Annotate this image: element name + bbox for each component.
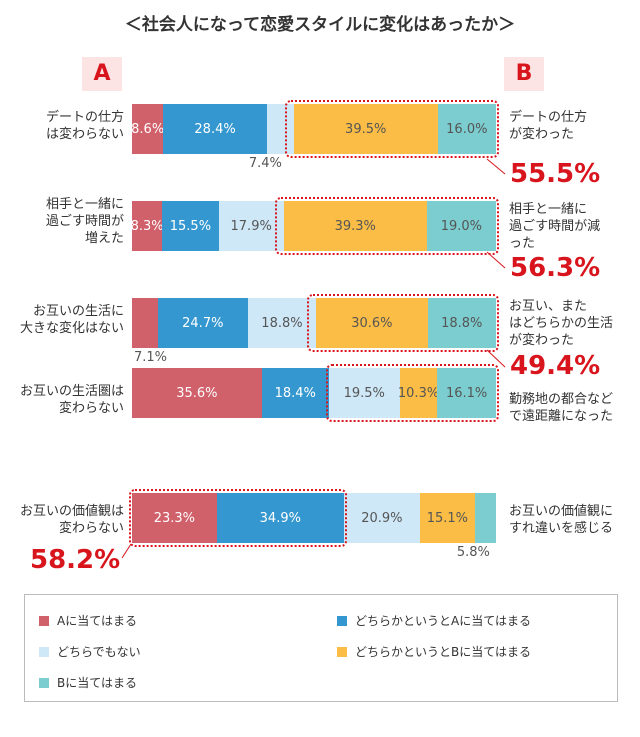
legend-label-a: Aに当てはまる (57, 614, 137, 628)
bar-row-3: 24.7% 18.8% 30.6% 18.8% (132, 298, 496, 348)
chart-title: ＜社会人になって恋愛スタイルに変化はあったか＞ (124, 15, 516, 35)
bar-segment-leaning-a-5: 34.9% (216, 493, 344, 543)
value-label-a-4: 35.6% (176, 385, 218, 401)
row-label-b-5: お互いの価値観に すれ違いを感じる (509, 504, 614, 536)
value-label-leaning-a-4: 18.4% (274, 385, 316, 401)
bar-row-1: 8.6% 28.4% 39.5% 16.0% (131, 104, 496, 154)
highlight-box-5 (129, 489, 347, 547)
highlight-total-5: 58.2% (30, 545, 121, 575)
bar-segment-leaning-a-2: 15.5% (162, 201, 219, 251)
legend-item-neither: どちらでもない (39, 643, 141, 660)
legend-item-b: Bに当てはまる (39, 674, 137, 691)
legend-label-neither: どちらでもない (57, 645, 141, 659)
bar-segment-a-5: 23.3% (132, 493, 217, 543)
bar-segment-b-3: 18.8% (427, 298, 496, 348)
bar-segment-leaning-b-3: 30.6% (316, 298, 428, 348)
value-label-b-4: 16.1% (445, 385, 488, 401)
row-label-a-3: お互いの生活に 大きな変化はない (19, 304, 124, 336)
legend-swatch-a (39, 615, 49, 626)
callout-line-5 (121, 543, 132, 559)
legend-swatch-b (39, 677, 49, 688)
highlight-total-3: 49.4% (510, 351, 601, 381)
value-label-neither-4: 19.5% (343, 385, 385, 401)
value-label-neither-1: 7.4% (248, 156, 282, 171)
value-label-b-5: 5.8% (456, 545, 490, 560)
callout-line-1 (486, 158, 506, 175)
value-label-b-2: 19.0% (440, 218, 483, 234)
legend-swatch-leaning-a (337, 615, 347, 626)
value-label-b-1: 16.0% (446, 121, 488, 137)
bar-segment-neither-4: 19.5% (328, 368, 400, 418)
value-label-b-3: 18.8% (441, 315, 483, 331)
bar-segment-leaning-b-2: 39.3% (283, 201, 427, 251)
value-label-a-3: 7.1% (134, 350, 168, 365)
bar-segment-b-2: 19.0% (426, 201, 496, 251)
bar-segment-a-2: 8.3% (130, 201, 164, 251)
row-label-a-5: お互いの価値観は 変わらない (19, 504, 124, 536)
bar-segment-a-1: 8.6% (131, 104, 165, 154)
value-label-a-2: 8.3% (130, 218, 164, 234)
highlight-box-4 (325, 364, 499, 422)
value-label-neither-3: 18.8% (261, 315, 303, 331)
value-label-neither-5: 20.9% (361, 510, 403, 526)
value-label-leaning-b-4: 10.3% (397, 385, 440, 401)
bar-row-2: 8.3% 15.5% 17.9% 39.3% 19.0% (130, 201, 496, 251)
bar-segment-neither-5: 20.9% (343, 493, 420, 543)
bar-row-4: 35.6% 18.4% 19.5% 10.3% 16.1% (132, 368, 496, 418)
bar-segment-a-3 (132, 298, 158, 348)
bar-segment-leaning-a-1: 28.4% (163, 104, 267, 154)
legend-swatch-leaning-b (337, 646, 347, 657)
bar-segment-leaning-a-4: 18.4% (261, 368, 329, 418)
value-label-leaning-b-3: 30.6% (351, 315, 393, 331)
value-label-a-5: 23.3% (153, 510, 196, 526)
highlight-box-1 (284, 100, 499, 158)
value-label-neither-2: 17.9% (230, 218, 272, 234)
legend-label-b: Bに当てはまる (57, 676, 137, 690)
bar-segment-neither-2: 17.9% (218, 201, 284, 251)
row-label-a-4: お互いの生活圏は 変わらない (19, 384, 124, 416)
row-label-a-2: 相手と一緒に 過ごす時間が 増えた (45, 197, 124, 246)
bar-segment-leaning-b-4: 10.3% (397, 368, 440, 418)
highlight-box-3 (307, 294, 499, 352)
row-label-b-4: 勤務地の都合など で遠距離になった (509, 392, 614, 424)
value-label-leaning-a-5: 34.9% (259, 510, 301, 526)
highlight-total-2: 56.3% (510, 253, 601, 283)
value-label-leaning-b-2: 39.3% (334, 218, 376, 234)
row-label-b-1: デートの仕方 が変わった (509, 110, 588, 142)
header-a: A (82, 57, 122, 91)
row-label-b-2: 相手と一緒に 過ごす時間が減 った (509, 202, 601, 251)
value-label-a-1: 8.6% (131, 121, 165, 137)
bar-segment-b-4: 16.1% (437, 368, 496, 418)
value-label-leaning-a-1: 28.4% (194, 121, 236, 137)
legend-label-leaning-a: どちらかというとAに当てはまる (355, 614, 531, 628)
legend-item-leaning-b: どちらかというとBに当てはまる (337, 643, 531, 660)
row-label-b-3: お互い、また はどちらかの生活 が変わった (509, 299, 614, 348)
legend-item-a: Aに当てはまる (39, 612, 137, 629)
legend-item-leaning-a: どちらかというとAに当てはまる (337, 612, 531, 629)
header-b: B (504, 57, 544, 91)
value-label-leaning-b-5: 15.1% (426, 510, 469, 526)
value-label-leaning-a-3: 24.7% (182, 315, 224, 331)
highlight-total-1: 55.5% (510, 159, 601, 189)
bar-segment-leaning-b-1: 39.5% (293, 104, 438, 154)
value-label-leaning-a-2: 15.5% (169, 218, 212, 234)
bar-segment-a-4: 35.6% (132, 368, 262, 418)
bar-row-5: 23.3% 34.9% 20.9% 15.1% (132, 493, 496, 543)
value-label-leaning-b-1: 39.5% (345, 121, 387, 137)
legend: Aに当てはまる どちらかというとAに当てはまる どちらでもない どちらかというと… (24, 594, 618, 702)
row-label-a-1: デートの仕方 は変わらない (45, 110, 124, 142)
legend-swatch-neither (39, 646, 49, 657)
bar-segment-leaning-a-3: 24.7% (157, 298, 248, 348)
bar-segment-neither-1 (266, 104, 294, 154)
bar-segment-neither-3: 18.8% (247, 298, 317, 348)
bar-segment-b-5 (474, 493, 496, 543)
bar-segment-b-1: 16.0% (437, 104, 496, 154)
highlight-box-2 (274, 197, 499, 255)
legend-label-leaning-b: どちらかというとBに当てはまる (355, 645, 531, 659)
bar-segment-leaning-b-5: 15.1% (419, 493, 475, 543)
